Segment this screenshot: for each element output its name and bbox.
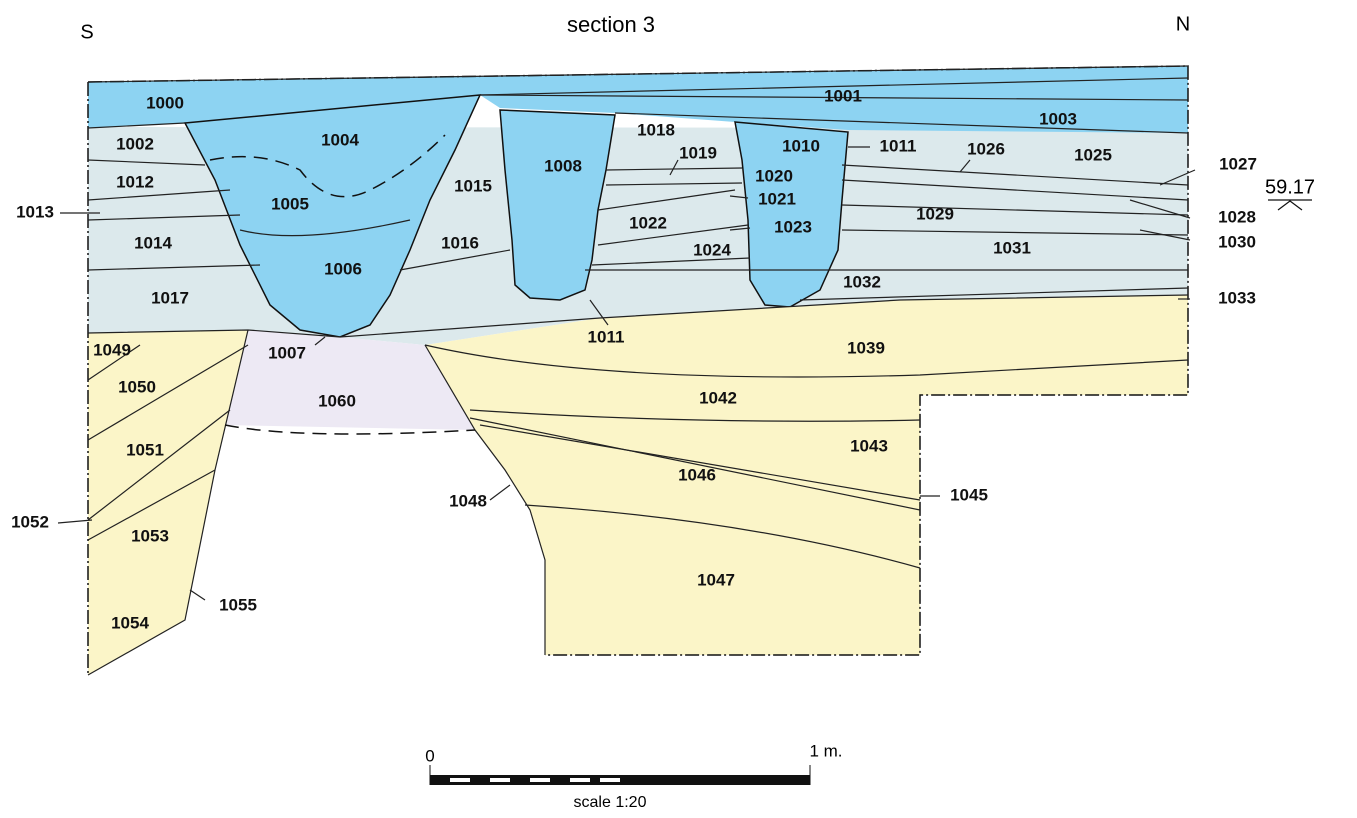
unit-label: 1028 (1218, 207, 1256, 226)
unit-label: 1017 (151, 288, 189, 307)
north-label: N (1176, 13, 1190, 35)
unit-label: 1026 (967, 139, 1005, 158)
unit-label: 1050 (118, 377, 156, 396)
unit-label: 1013 (16, 202, 54, 221)
scale-start: 0 (425, 746, 434, 765)
elevation: 59.17 (1265, 176, 1315, 198)
unit-label: 1018 (637, 120, 675, 139)
unit-label: 1029 (916, 204, 954, 223)
unit-label: 1019 (679, 143, 717, 162)
unit-label: 1020 (755, 166, 793, 185)
unit-label: 1012 (116, 172, 154, 191)
unit-label: 1042 (699, 388, 737, 407)
unit-label: 1024 (693, 240, 731, 259)
unit-label: 1008 (544, 156, 582, 175)
unit-label: 1011 (880, 136, 917, 155)
unit-label: 1022 (629, 213, 667, 232)
layer-yellow-right (425, 295, 1188, 655)
scale-bar (430, 765, 810, 785)
unit-label: 1021 (758, 189, 796, 208)
unit-label: 1000 (146, 93, 184, 112)
unit-label: 1010 (782, 136, 820, 155)
unit-label: 1049 (93, 340, 131, 359)
unit-label: 1015 (454, 176, 492, 195)
unit-label: 1052 (11, 512, 49, 531)
unit-label: 1039 (847, 338, 885, 357)
unit-label: 1051 (126, 440, 164, 459)
unit-label: 1054 (111, 613, 149, 632)
unit-label: 1030 (1218, 232, 1256, 251)
unit-label: 1007 (268, 343, 306, 362)
unit-label: 1027 (1219, 154, 1257, 173)
unit-label: 1003 (1039, 109, 1077, 128)
unit-label: 1055 (219, 595, 257, 614)
unit-label: 1004 (321, 130, 359, 149)
unit-label: 1046 (678, 465, 716, 484)
unit-label: 1014 (134, 233, 172, 252)
unit-label: 1016 (441, 233, 479, 252)
elevation-marker (1268, 200, 1312, 210)
unit-label: 1023 (774, 217, 812, 236)
unit-label: 1025 (1074, 145, 1112, 164)
unit-label: 1033 (1218, 288, 1256, 307)
section-drawing: section 3 S N 59.17 0 1 m. scale 1:20 10… (0, 0, 1357, 818)
unit-label: 1048 (449, 491, 487, 510)
unit-label: 1006 (324, 259, 362, 278)
unit-label: 1060 (318, 391, 356, 410)
unit-label: 1001 (824, 86, 862, 105)
unit-label: 1032 (843, 272, 881, 291)
unit-label: 1043 (850, 436, 888, 455)
scale-end: 1 m. (809, 741, 842, 760)
unit-label: 1045 (950, 485, 988, 504)
title: section 3 (567, 12, 655, 37)
unit-label: 1053 (131, 526, 169, 545)
unit-label: 1011 (588, 327, 625, 346)
unit-label: 1005 (271, 194, 309, 213)
south-label: S (80, 21, 93, 43)
unit-label: 1031 (993, 238, 1031, 257)
unit-label: 1002 (116, 134, 154, 153)
unit-label: 1047 (697, 570, 735, 589)
scale-caption: scale 1:20 (574, 794, 647, 811)
